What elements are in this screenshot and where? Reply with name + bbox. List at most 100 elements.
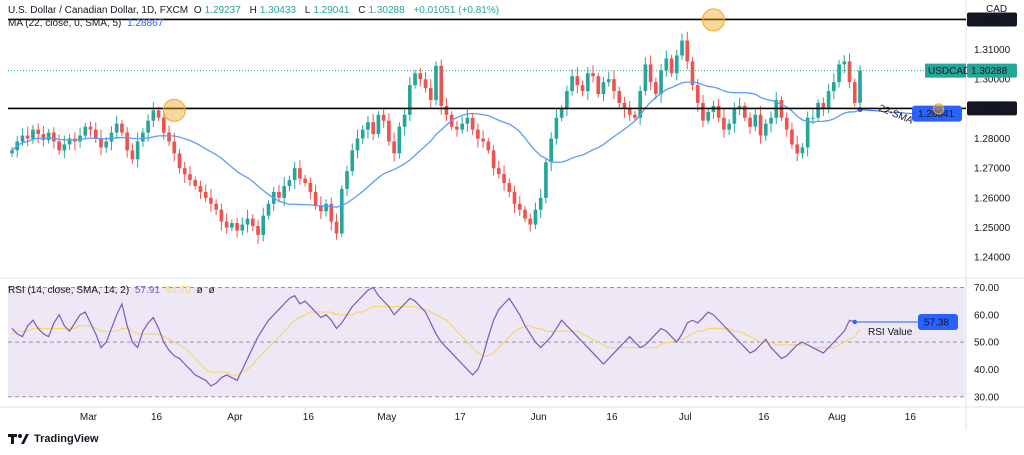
candle-body <box>523 209 527 219</box>
candle-body <box>376 114 381 135</box>
candle-body <box>177 153 182 169</box>
candle-body <box>701 102 705 121</box>
candle-body <box>444 105 449 115</box>
candle-body <box>690 61 695 86</box>
candle-body <box>25 135 30 139</box>
candle-body <box>308 183 313 192</box>
price-tick-label: 1.26000 <box>974 193 1011 204</box>
candle-body <box>36 129 41 135</box>
symbol-tag-bg <box>925 63 966 78</box>
candle-body <box>31 129 35 139</box>
candle-body <box>680 40 684 56</box>
rsi-value-tag: 57.38 <box>924 317 949 328</box>
candle-body <box>800 147 805 154</box>
candle-body <box>245 218 250 225</box>
candle-body <box>517 203 522 210</box>
candles-group <box>10 31 862 244</box>
candle-body <box>182 168 187 175</box>
price-tick-label: 1.31000 <box>974 45 1011 56</box>
candle-body <box>67 138 72 145</box>
candle-body <box>575 76 580 86</box>
candle-body <box>313 191 318 206</box>
candle-body <box>339 188 344 234</box>
candle-body <box>790 129 794 145</box>
candle-body <box>617 91 622 103</box>
candle-body <box>104 141 109 148</box>
candle-body <box>172 141 177 154</box>
candle-body <box>758 114 763 136</box>
ohlc-open: O 1.29237 <box>193 5 241 16</box>
time-tick-label: 16 <box>905 412 917 423</box>
ma-legend: MA (22, close, 0, SMA, 5) 1.28867 <box>8 17 166 30</box>
time-tick-label: Jul <box>679 412 692 423</box>
candle-body <box>743 105 747 118</box>
symbol-tag: USDCAD <box>928 66 970 77</box>
candle-body <box>565 91 569 109</box>
candle-body <box>219 209 224 222</box>
candle-body <box>554 117 559 139</box>
candle-body <box>141 132 145 142</box>
candle-body <box>638 91 642 118</box>
time-tick-label: 16 <box>606 412 618 423</box>
candle-body <box>549 138 553 163</box>
candle-body <box>784 117 789 130</box>
candle-body <box>816 102 820 118</box>
candle-body <box>601 82 606 95</box>
level-label-bg-1 <box>967 101 1017 116</box>
rsi-tick-label: 40.00 <box>974 365 999 376</box>
candle-body <box>633 114 637 118</box>
level-label-1: 1.29014 <box>971 104 1008 115</box>
candle-body <box>413 73 417 86</box>
rsi-value-tag-bg <box>918 313 958 330</box>
candle-body <box>402 114 407 127</box>
candle-body <box>528 218 533 225</box>
candle-body <box>161 117 166 133</box>
candle-body <box>821 102 826 109</box>
candle-body <box>737 105 742 109</box>
candle-body <box>334 221 339 234</box>
ohlc-high: H 1.30433 <box>249 5 296 16</box>
candle-body <box>596 76 601 95</box>
candle-body <box>224 221 229 228</box>
candle-body <box>654 82 658 95</box>
candle-body <box>727 123 731 130</box>
current-price-tag-bg <box>967 63 1017 78</box>
candle-body <box>570 76 574 92</box>
candle-body <box>407 85 412 115</box>
candle-body <box>831 82 836 92</box>
time-tick-label: 16 <box>758 412 770 423</box>
candle-body <box>847 61 852 83</box>
candle-body <box>643 64 648 92</box>
tradingview-brand[interactable]: TradingView <box>8 433 99 445</box>
time-tick-label: Mar <box>80 412 98 423</box>
candle-body <box>381 114 386 121</box>
candle-body <box>303 178 307 184</box>
candle-body <box>209 197 213 204</box>
candle-body <box>287 180 292 186</box>
candle-body <box>476 129 480 139</box>
candle-body <box>350 150 355 172</box>
candle-body <box>46 132 51 140</box>
candle-body <box>256 226 260 235</box>
candle-body <box>355 138 360 151</box>
candle-body <box>235 223 239 231</box>
candle-body <box>20 135 25 142</box>
candle-body <box>852 82 857 103</box>
candle-body <box>387 120 391 142</box>
candle-body <box>753 114 758 127</box>
sma-22-projection <box>859 109 913 115</box>
time-tick-label: Apr <box>227 412 243 423</box>
candle-body <box>858 70 862 103</box>
price-tick-label: 1.30000 <box>974 75 1011 86</box>
candle-body <box>240 224 245 231</box>
candle-body <box>188 174 192 181</box>
rsi-tick-label: 30.00 <box>974 392 999 403</box>
candle-body <box>486 141 491 151</box>
price-tick-label: 1.24000 <box>974 253 1011 264</box>
rsi-legend: RSI (14, close, SMA, 14, 2) 57.91 54.70 … <box>8 284 218 297</box>
candle-body <box>795 144 800 154</box>
current-price-tag: 1.30288 <box>971 66 1008 77</box>
currency-label: CAD <box>986 4 1008 15</box>
candle-body <box>685 40 690 62</box>
